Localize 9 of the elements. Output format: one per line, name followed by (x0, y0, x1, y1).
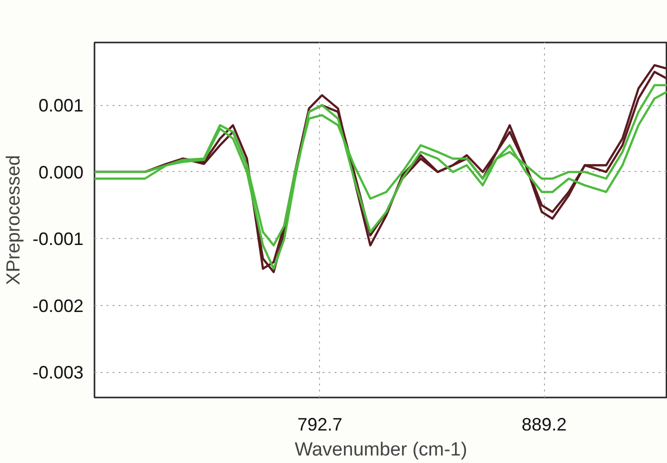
y-tick-label: 0.001 (38, 96, 84, 116)
x-tick-label: 889.2 (522, 414, 567, 434)
y-tick-label: -0.002 (32, 296, 84, 316)
y-tick-label: -0.003 (32, 362, 84, 383)
y-tick-label: 0.000 (38, 162, 84, 182)
x-axis-title: Wavenumber (cm-1) (294, 440, 468, 460)
y-tick-label: -0.001 (32, 229, 84, 250)
x-tick-label: 792.7 (297, 414, 342, 434)
y-axis-title: XPreprocessed (3, 155, 24, 285)
